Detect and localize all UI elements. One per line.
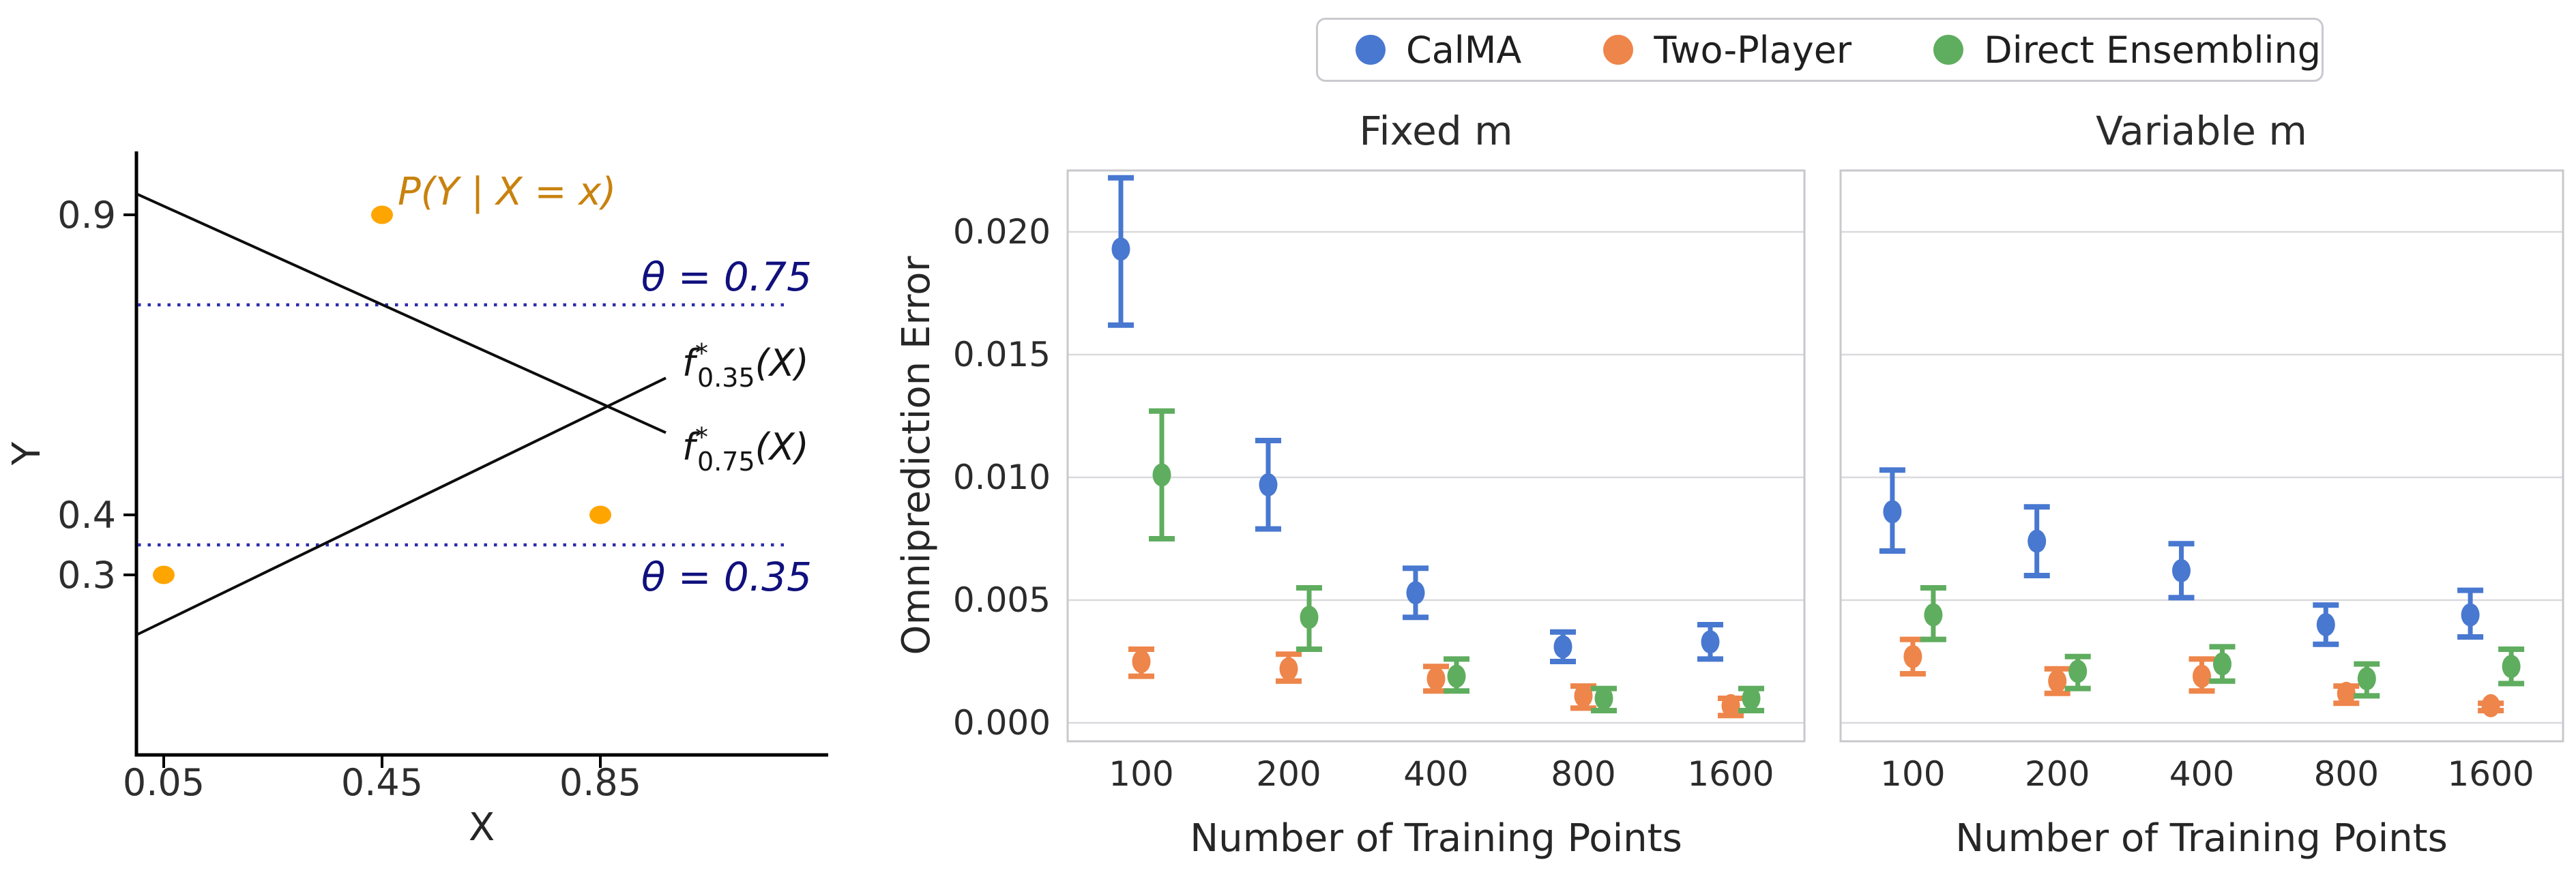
point-marker <box>1111 237 1130 261</box>
point-marker <box>1152 463 1171 487</box>
threshold-diagram-panel: 0.05 0.45 0.85 0.9 0.4 0.3 X Y P(Y | X = x) θ… <box>5 151 828 850</box>
point-marker <box>1553 635 1572 659</box>
y-axis-label: Y <box>5 441 49 466</box>
point-marker <box>1447 664 1466 688</box>
f075-function-label: f* 0.75(X) <box>682 422 809 477</box>
x-tick-label: 0.85 <box>559 761 641 804</box>
conditional-probability-label: P(Y | X = x) <box>398 170 616 214</box>
data-point <box>371 205 393 224</box>
x-tick-label: 1600 <box>2447 754 2534 794</box>
plot-area-border <box>1839 169 2564 743</box>
x-tick-label: 1600 <box>1687 754 1774 794</box>
legend-marker-two-player-icon <box>1603 35 1634 65</box>
point-marker <box>1406 581 1425 605</box>
point-marker <box>1701 630 1720 654</box>
point-marker <box>1883 500 1902 524</box>
f-subscript: 0.75 <box>697 447 755 477</box>
x-tick-label: 800 <box>2314 754 2379 794</box>
f-superscript: * <box>695 422 708 452</box>
legend-item-direct-ensembling: Direct Ensembling <box>1933 29 2321 72</box>
point-marker <box>2028 529 2047 553</box>
data-point <box>153 565 175 584</box>
theta-075-label: θ = 0.75 <box>641 254 812 300</box>
point-marker <box>1426 667 1446 691</box>
legend-marker-calma-icon <box>1356 35 1386 65</box>
x-axis-label: Number of Training Points <box>1955 816 2448 861</box>
x-tick-label: 800 <box>1551 754 1615 794</box>
point-marker <box>1721 694 1740 717</box>
f-argument: (X) <box>755 342 809 385</box>
y-tick-label: 0.4 <box>57 494 116 537</box>
legend: CalMA Two-Player Direct Ensembling <box>1316 18 2324 82</box>
point-marker <box>2461 603 2480 627</box>
f-subscript: 0.35 <box>697 363 755 393</box>
y-tick-label: 0.020 <box>953 212 1051 252</box>
point-marker <box>1132 650 1151 673</box>
point-marker <box>1903 644 1922 668</box>
point-marker <box>1574 684 1593 708</box>
plot-area-background <box>1841 170 2563 741</box>
point-marker <box>1300 606 1319 629</box>
point-marker <box>1259 473 1278 496</box>
x-tick-label: 400 <box>1403 754 1468 794</box>
x-tick-label: 100 <box>1109 754 1173 794</box>
f035-function-label: f* 0.35(X) <box>682 338 809 393</box>
legend-label-calma: CalMA <box>1406 28 1522 72</box>
fixed-m-marks: 0.000 0.005 0.010 0.015 0.020 100 200 400 800 160… <box>953 169 1806 794</box>
x-tick-label: 400 <box>2169 754 2234 794</box>
y-tick-label: 0.005 <box>953 580 1051 620</box>
legend-label-direct-ensembling: Direct Ensembling <box>1984 28 2322 72</box>
legend-item-calma: CalMA <box>1356 29 1521 72</box>
legend-item-two-player: Two-Player <box>1603 29 1852 72</box>
point-marker <box>1742 687 1761 710</box>
point-marker <box>2068 659 2088 683</box>
y-tick-label: 0.000 <box>953 703 1051 743</box>
x-axis-label: Number of Training Points <box>1190 816 1682 861</box>
function-line <box>136 192 667 434</box>
plot-area-border <box>1066 169 1806 743</box>
x-tick-label: 200 <box>2025 754 2090 794</box>
y-tick-label: 0.9 <box>57 194 116 237</box>
y-axis-label: Omniprediction Error <box>894 256 939 655</box>
point-marker <box>2337 681 2356 705</box>
x-tick-label: 200 <box>1256 754 1321 794</box>
function-line <box>136 376 667 636</box>
legend-label-two-player: Two-Player <box>1654 28 1852 72</box>
point-marker <box>2357 667 2376 691</box>
y-tick-label: 0.3 <box>57 554 116 597</box>
plot-area-background <box>1068 170 1804 741</box>
point-marker <box>2172 559 2191 582</box>
point-marker <box>2048 669 2067 693</box>
point-marker <box>2213 652 2231 676</box>
variable-m-panel: 100 200 400 800 1600 Variable m Number of Tr… <box>1839 108 2564 861</box>
point-marker <box>1924 603 1943 627</box>
variable-m-marks: 100 200 400 800 1600 <box>1839 169 2564 794</box>
f-superscript: * <box>695 338 708 368</box>
x-tick-label: 0.05 <box>123 761 205 804</box>
point-marker <box>2193 664 2211 688</box>
threshold-diagram-marks: 0.05 0.45 0.85 0.9 0.4 0.3 <box>57 151 828 804</box>
f-argument: (X) <box>755 426 809 469</box>
data-point <box>589 505 611 524</box>
point-marker <box>2481 694 2500 717</box>
y-tick-label: 0.015 <box>953 335 1051 374</box>
point-marker <box>2502 655 2521 679</box>
point-marker <box>1594 687 1613 710</box>
point-marker <box>1279 657 1298 681</box>
point-marker <box>2316 613 2335 636</box>
panel-title: Variable m <box>2096 108 2307 154</box>
y-tick-label: 0.010 <box>953 458 1051 497</box>
fixed-m-panel: 0.000 0.005 0.010 0.015 0.020 100 200 400 800 160… <box>894 108 1806 861</box>
x-tick-label: 100 <box>1880 754 1945 794</box>
x-tick-label: 0.45 <box>341 761 423 804</box>
legend-marker-direct-ensembling-icon <box>1933 35 1964 65</box>
theta-035-label: θ = 0.35 <box>641 554 812 600</box>
x-axis-label: X <box>469 805 495 850</box>
panel-title: Fixed m <box>1359 108 1512 154</box>
